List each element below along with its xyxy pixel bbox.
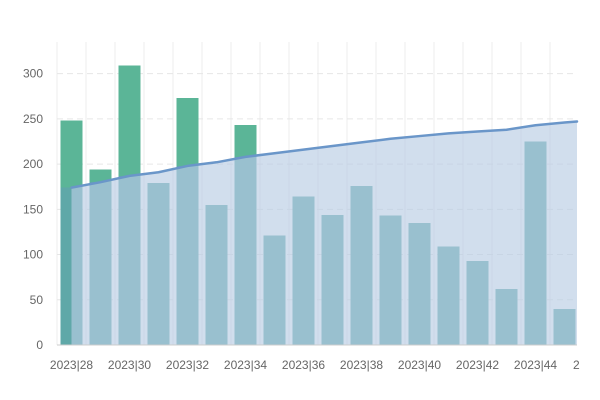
x-tick-label: 2023|44 <box>514 358 557 372</box>
x-tick-label: 2023|38 <box>340 358 383 372</box>
y-tick-label: 300 <box>23 67 43 81</box>
area-fill <box>71 121 577 345</box>
x-tick-label: 2023|34 <box>224 358 267 372</box>
x-tick-label: 2023|32 <box>166 358 209 372</box>
x-tick-label: 2023|36 <box>282 358 325 372</box>
axes: 0 50 100 150 200 250 300 2023|28 2023|30 2023|32 2… <box>23 67 580 372</box>
x-tick-label: 2023|28 <box>50 358 93 372</box>
y-tick-label: 100 <box>23 248 43 262</box>
y-tick-label: 200 <box>23 157 43 171</box>
y-tick-label: 50 <box>30 293 44 307</box>
y-tick-label: 150 <box>23 202 43 216</box>
area-line <box>70 120 579 189</box>
x-tick-label: 2023|40 <box>398 358 441 372</box>
x-tick-label: 2023|30 <box>108 358 151 372</box>
y-tick-label: 0 <box>36 338 43 352</box>
area-series <box>70 120 579 345</box>
y-tick-label: 250 <box>23 112 43 126</box>
x-tick-label: 2023|42 <box>456 358 499 372</box>
x-tick-label: 2 <box>573 358 580 372</box>
